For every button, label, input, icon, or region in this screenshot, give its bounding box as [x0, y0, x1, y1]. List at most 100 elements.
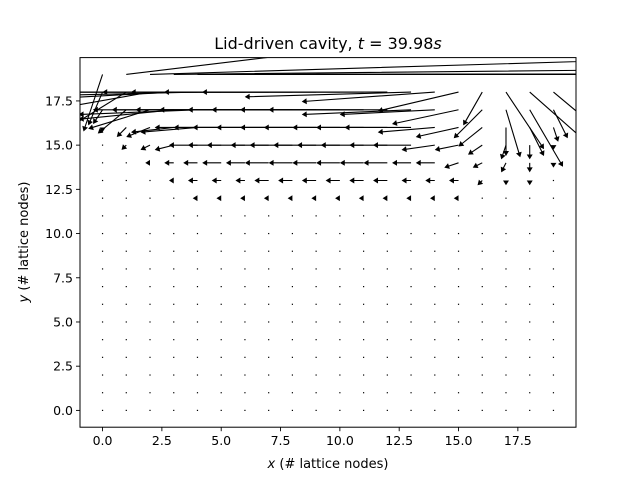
vector-arrow — [125, 215, 127, 217]
y-axis-label: y (# lattice nodes) — [17, 182, 32, 304]
vector-arrow — [503, 127, 509, 156]
vector-arrow — [457, 374, 460, 376]
vector-arrow — [552, 374, 555, 376]
vector-arrow — [386, 392, 388, 394]
vector-arrow — [552, 321, 555, 323]
vector-arrow — [415, 159, 435, 166]
vector-arrow — [552, 339, 555, 341]
vector-arrow — [373, 142, 412, 149]
vector-arrow — [101, 339, 104, 341]
x-tick-label: 17.5 — [504, 433, 532, 448]
vector-arrow — [552, 109, 569, 139]
vector-arrow — [196, 268, 199, 270]
vector-arrow — [463, 91, 483, 126]
vector-arrow — [339, 374, 341, 376]
vector-arrow — [244, 159, 269, 166]
vector-arrow — [529, 374, 531, 376]
y-tick-label: 15.0 — [45, 138, 73, 153]
vector-arrow — [444, 162, 459, 169]
vector-arrow — [101, 268, 104, 270]
vector-arrow — [410, 268, 412, 270]
vector-arrow — [526, 145, 533, 160]
vector-arrow — [268, 250, 270, 252]
vector-arrow — [311, 195, 317, 202]
vector-arrow — [481, 215, 483, 217]
vector-arrow — [220, 268, 222, 270]
vector-arrow — [457, 392, 460, 394]
y-tick-label: 2.5 — [53, 359, 73, 374]
vector-arrow — [339, 339, 341, 341]
vector-arrow — [244, 409, 246, 411]
vector-arrow — [363, 215, 365, 217]
vector-arrow — [220, 374, 222, 376]
vector-arrow — [187, 177, 198, 184]
vector-arrow — [125, 321, 127, 323]
y-tick-label: 10.0 — [45, 226, 73, 241]
vector-arrow — [125, 303, 127, 305]
vector-arrow — [80, 109, 198, 118]
vector-arrow — [457, 286, 460, 288]
vector-arrow — [505, 286, 507, 288]
vector-arrow — [458, 127, 483, 147]
vector-arrow — [244, 286, 246, 288]
vector-arrow — [552, 250, 555, 252]
vector-arrow — [377, 91, 459, 113]
vector-arrow — [339, 215, 341, 217]
vector-arrow — [249, 142, 293, 149]
x-tick-label: 0.0 — [93, 433, 113, 448]
vector-arrow — [291, 392, 293, 394]
vector-arrow — [315, 303, 317, 305]
vector-arrow — [254, 177, 269, 184]
vector-arrow — [173, 268, 175, 270]
y-tick-label: 17.5 — [45, 93, 73, 108]
vector-arrow — [183, 159, 198, 166]
vector-arrow — [500, 162, 507, 173]
vector-arrow — [477, 179, 484, 186]
vector-arrow — [406, 195, 412, 202]
vector-arrow — [291, 409, 293, 411]
vector-arrow — [273, 142, 317, 149]
vector-arrow — [363, 356, 365, 358]
vector-arrow — [220, 215, 222, 217]
vector-arrow — [529, 91, 576, 134]
vector-arrow — [125, 392, 127, 394]
vector-arrow — [149, 179, 151, 182]
vector-arrow — [401, 144, 435, 153]
vector-arrow — [125, 409, 127, 411]
vector-arrow — [244, 356, 246, 358]
vector-arrow — [244, 250, 246, 252]
vector-arrow — [339, 232, 341, 235]
vector-arrow — [430, 195, 435, 202]
vector-arrow — [173, 197, 175, 199]
vector-arrow — [125, 179, 127, 182]
vector-arrow — [149, 215, 151, 217]
vector-arrow — [116, 127, 127, 137]
vector-arrow — [216, 195, 222, 202]
vector-arrow — [291, 286, 293, 288]
vector-arrow — [287, 195, 293, 202]
vector-arrow — [457, 321, 460, 323]
x-tick-label: 12.5 — [385, 433, 413, 448]
vector-arrow — [505, 91, 545, 150]
vector-arrow — [526, 180, 533, 186]
vector-arrow — [386, 215, 388, 217]
vector-arrow — [481, 392, 483, 394]
vector-arrow — [373, 177, 388, 184]
vector-arrow — [503, 180, 509, 186]
vector-arrow — [529, 339, 531, 341]
vector-arrow — [386, 339, 388, 341]
vector-arrow — [410, 356, 412, 358]
vector-arrow — [339, 109, 435, 118]
vector-arrow — [481, 409, 483, 411]
vector-arrow — [130, 126, 174, 135]
vector-arrow — [211, 177, 222, 184]
x-axis-label: x (# lattice nodes) — [267, 457, 389, 472]
vector-arrow — [220, 392, 222, 394]
vector-arrow — [410, 286, 412, 288]
vector-arrow — [101, 250, 104, 252]
vector-arrow — [434, 286, 436, 288]
vector-arrow — [201, 89, 388, 96]
vector-arrow — [291, 303, 293, 305]
vector-arrow — [529, 127, 545, 156]
